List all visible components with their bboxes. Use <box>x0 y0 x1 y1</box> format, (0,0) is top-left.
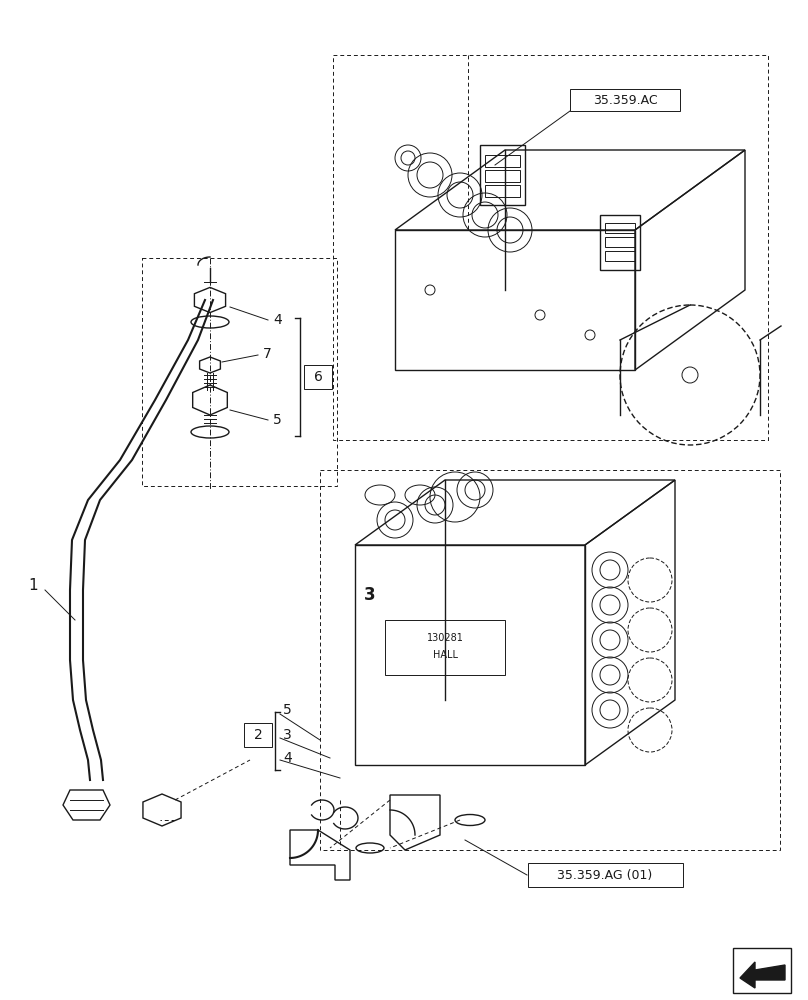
Bar <box>385 620 505 675</box>
Text: 35.359.AG (01): 35.359.AG (01) <box>558 868 653 882</box>
Bar <box>320 470 780 850</box>
Bar <box>605 223 635 233</box>
Text: 7: 7 <box>263 347 271 361</box>
Bar <box>605 237 635 247</box>
Text: 3: 3 <box>364 586 376 604</box>
Bar <box>244 723 272 747</box>
Text: HALL: HALL <box>432 650 457 660</box>
Bar <box>485 185 520 197</box>
Text: 6: 6 <box>314 370 322 384</box>
Bar <box>605 251 635 261</box>
Text: 4: 4 <box>273 313 282 327</box>
Bar <box>485 170 520 182</box>
Bar <box>142 258 337 486</box>
Bar <box>485 155 520 167</box>
Text: 2: 2 <box>254 728 263 742</box>
Text: 35.359.AC: 35.359.AC <box>593 94 658 106</box>
Bar <box>570 89 680 111</box>
Text: 1: 1 <box>28 578 38 592</box>
Bar <box>528 863 683 887</box>
Bar <box>304 365 332 389</box>
Bar <box>733 948 791 993</box>
Text: 5: 5 <box>283 703 292 717</box>
Polygon shape <box>740 962 785 988</box>
Text: 4: 4 <box>283 751 292 765</box>
Text: 130281: 130281 <box>427 633 464 643</box>
Text: 3: 3 <box>283 728 292 742</box>
Bar <box>333 55 768 440</box>
Text: 5: 5 <box>273 413 282 427</box>
